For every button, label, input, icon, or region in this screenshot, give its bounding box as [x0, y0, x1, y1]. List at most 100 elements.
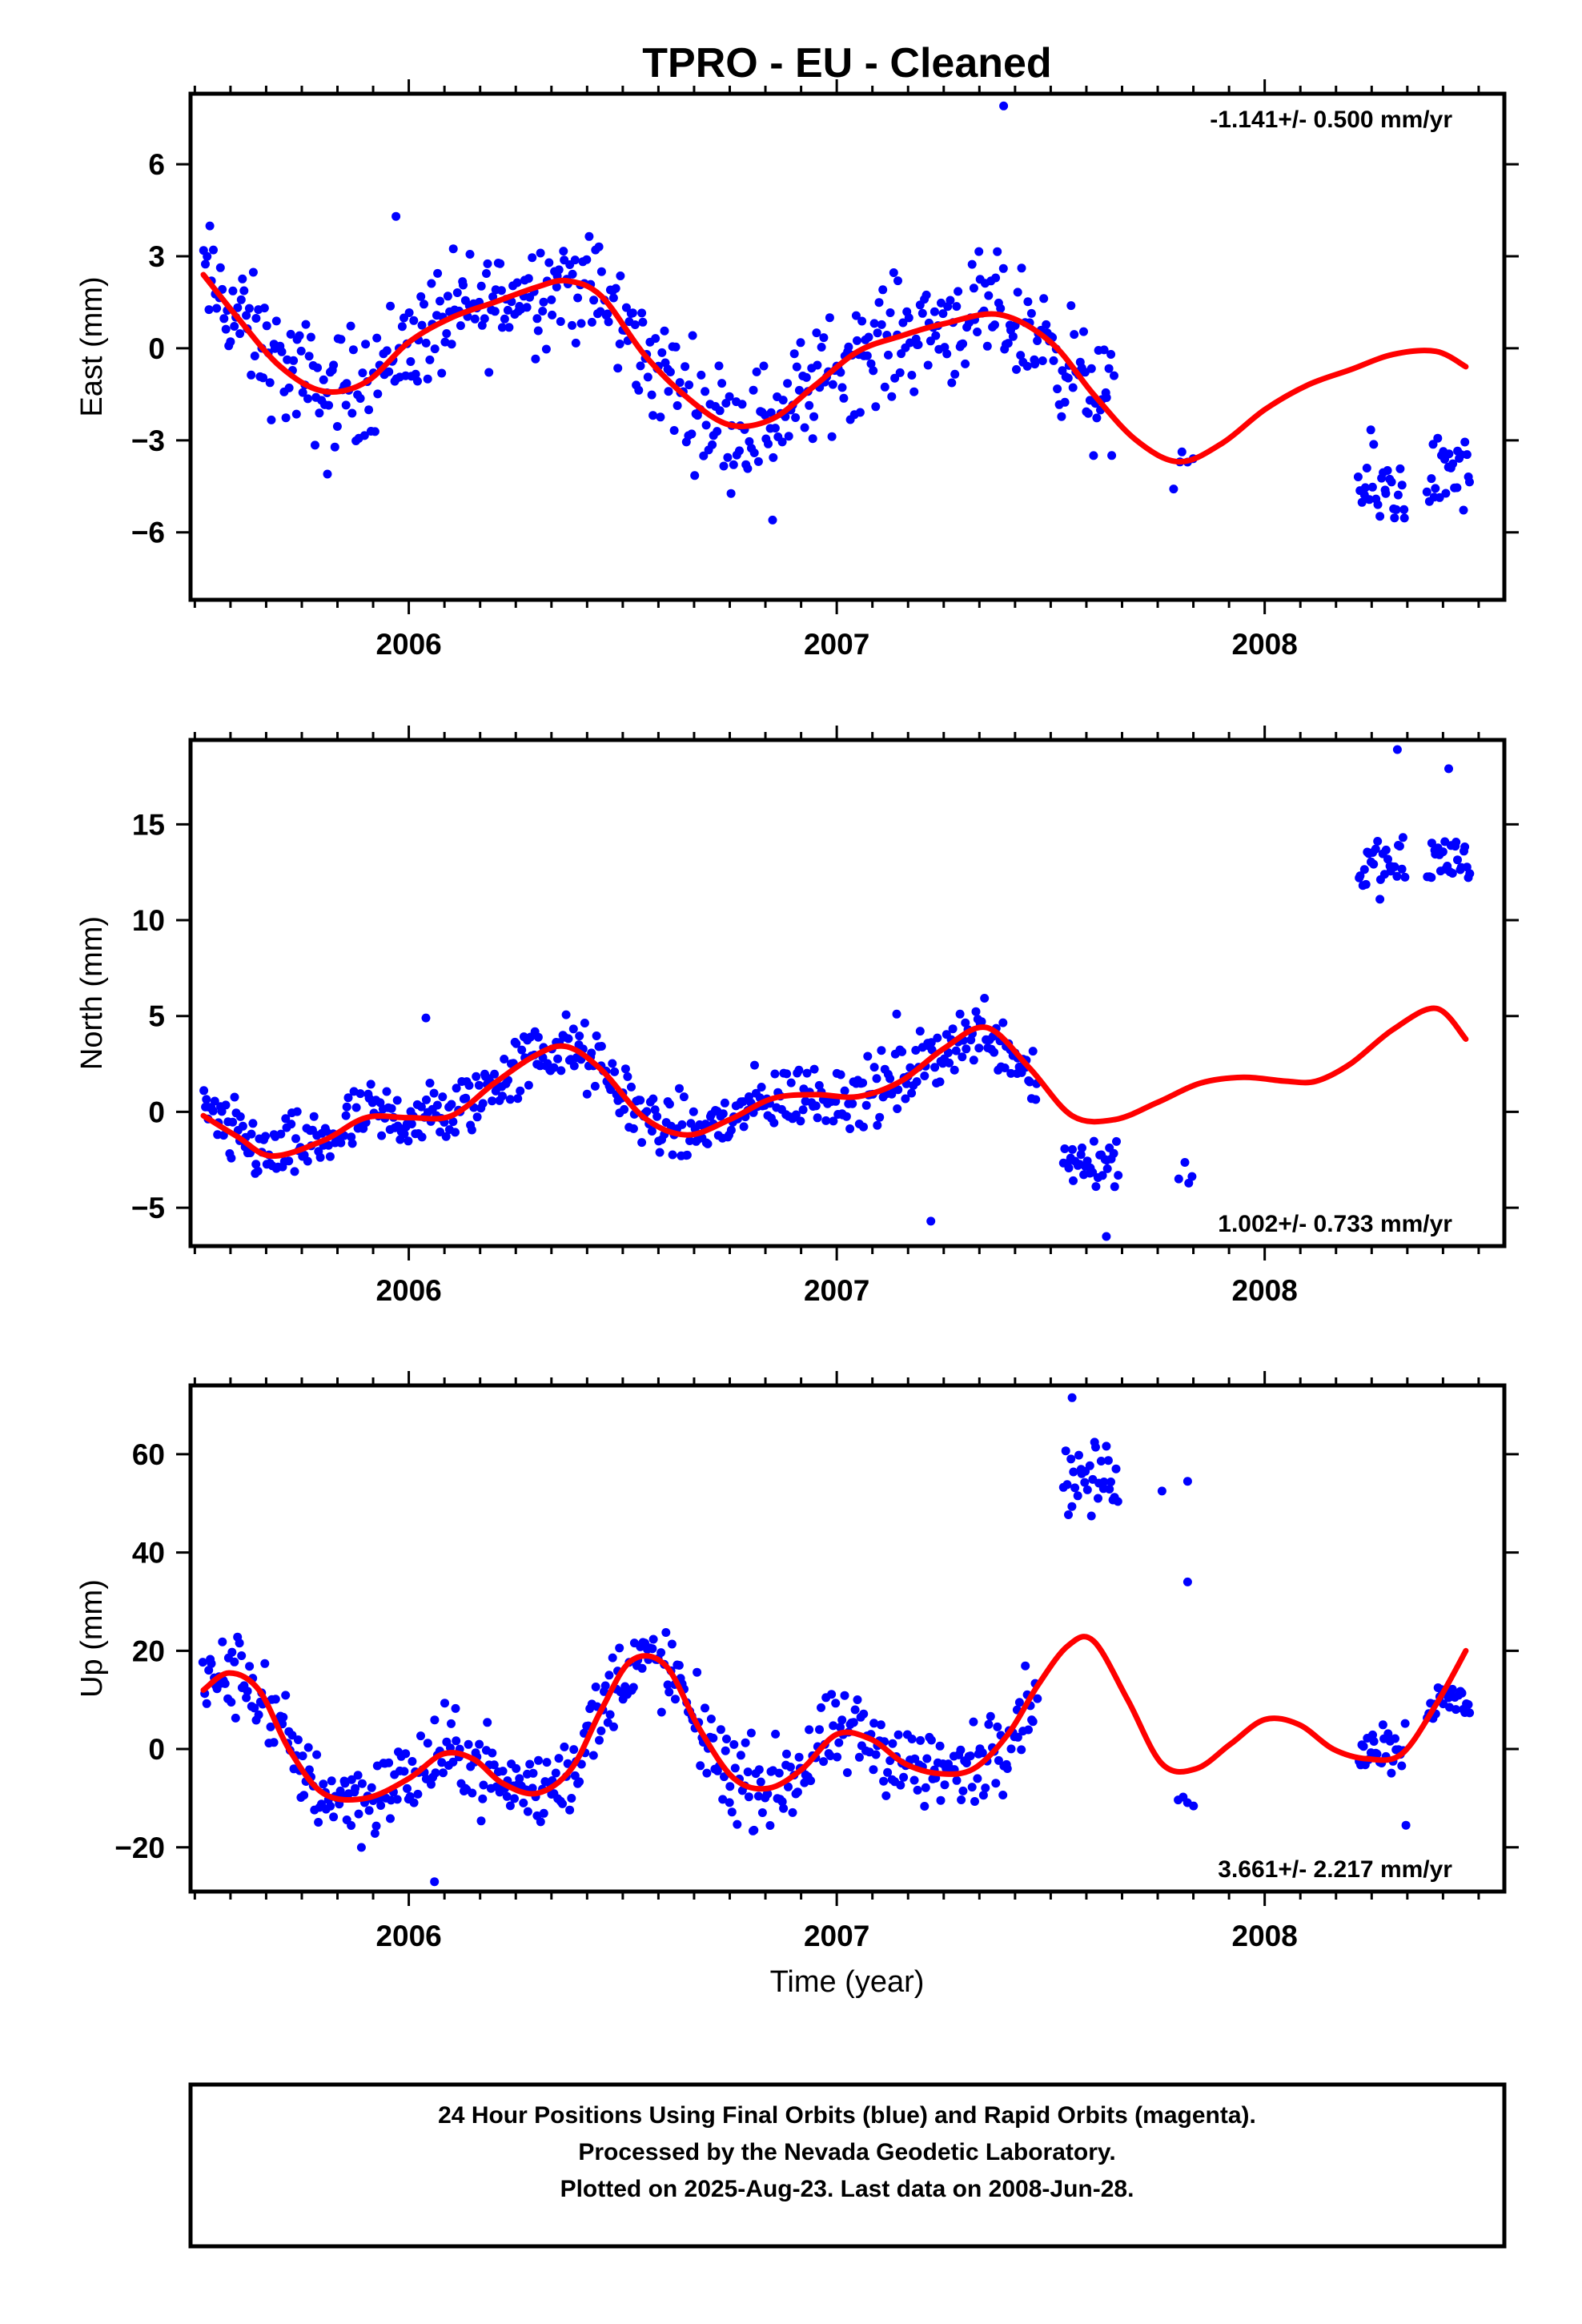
north-point	[1069, 1176, 1078, 1185]
north-point	[432, 1100, 442, 1110]
north-point	[309, 1112, 319, 1121]
north-point	[701, 1120, 710, 1129]
east-point	[589, 296, 599, 305]
up-point	[515, 1774, 524, 1783]
up-point	[661, 1628, 671, 1637]
east-point	[828, 380, 837, 389]
east-point	[205, 221, 215, 231]
north-panel: 2006 2007 2008 −5 0 5 10 15 North (mm) 1.002+/- 0…	[75, 726, 1519, 1307]
north-point	[422, 1095, 431, 1104]
north-point	[930, 1063, 940, 1072]
east-point	[421, 338, 431, 348]
north-point	[1392, 871, 1402, 881]
east-point	[417, 320, 427, 330]
up-y-tick-label: 40	[132, 1537, 165, 1570]
east-point	[836, 368, 845, 377]
up-point	[510, 1794, 519, 1803]
east-point	[990, 320, 999, 330]
up-y-tick-label: 20	[132, 1634, 165, 1667]
east-point	[1017, 263, 1026, 273]
up-point	[757, 1808, 767, 1817]
east-point	[996, 304, 1006, 313]
up-point	[753, 1791, 763, 1801]
north-point	[1375, 895, 1385, 904]
north-point	[429, 1088, 439, 1098]
east-point	[247, 370, 256, 380]
east-point	[671, 342, 681, 352]
north-point	[1000, 1063, 1010, 1072]
east-point	[436, 296, 444, 306]
east-point	[819, 333, 829, 343]
east-panel: 2006 2007 2008 −6 −3 0 3 6 East (mm) -1.141+/- 0.…	[75, 79, 1519, 661]
north-point	[416, 1102, 426, 1112]
north-point	[387, 1104, 396, 1113]
east-point	[459, 280, 468, 290]
east-point	[448, 244, 458, 254]
east-point	[721, 399, 731, 408]
north-point	[650, 1105, 660, 1115]
up-point	[588, 1751, 598, 1760]
north-point	[382, 1087, 391, 1096]
north-point	[665, 1100, 674, 1109]
up-point	[665, 1687, 674, 1697]
east-point	[477, 320, 487, 330]
up-point	[805, 1725, 814, 1735]
east-point	[544, 258, 554, 267]
east-point	[496, 286, 506, 296]
north-y-tick-label: 15	[132, 808, 165, 841]
east-point	[1369, 440, 1379, 449]
north-point	[291, 1134, 300, 1144]
up-point	[220, 1679, 230, 1688]
east-point	[813, 360, 822, 370]
east-point	[239, 286, 249, 296]
up-point	[817, 1703, 825, 1712]
east-point	[413, 376, 422, 386]
north-point	[1453, 855, 1462, 865]
east-y-tick-label: 0	[148, 332, 165, 365]
east-point	[532, 314, 542, 324]
up-point	[1080, 1478, 1090, 1487]
east-point	[665, 368, 675, 376]
east-point	[825, 313, 834, 323]
up-point	[840, 1691, 849, 1700]
east-point	[791, 413, 801, 422]
east-point	[737, 400, 747, 409]
up-point	[600, 1681, 610, 1691]
up-point	[952, 1775, 962, 1785]
up-point	[727, 1807, 737, 1817]
east-point	[1038, 356, 1047, 365]
north-x-tick-label: 2007	[804, 1274, 869, 1307]
up-point	[871, 1750, 881, 1759]
up-point	[558, 1799, 567, 1808]
up-point	[994, 1755, 1003, 1765]
north-point	[284, 1156, 294, 1166]
up-point	[1189, 1801, 1199, 1811]
north-point	[341, 1111, 351, 1120]
footer-box	[188, 2082, 1507, 2249]
up-point	[505, 1801, 515, 1811]
east-point	[998, 263, 1008, 273]
up-y-tick-label: −20	[114, 1831, 165, 1864]
east-point	[1033, 336, 1042, 345]
north-rate-annotation: 1.002+/- 0.733 mm/yr	[1218, 1211, 1452, 1237]
north-point	[417, 1132, 427, 1142]
north-point	[1180, 1158, 1190, 1167]
north-point	[217, 1107, 227, 1116]
up-point	[569, 1745, 579, 1755]
up-point	[575, 1777, 584, 1787]
east-point	[209, 245, 218, 255]
north-point	[290, 1167, 299, 1176]
up-point	[693, 1667, 702, 1677]
east-point	[685, 380, 694, 390]
up-point	[464, 1739, 473, 1749]
north-point	[892, 1009, 901, 1019]
up-point	[827, 1690, 837, 1699]
up-point	[403, 1783, 412, 1793]
east-point	[869, 366, 878, 376]
east-point	[1023, 297, 1033, 307]
up-point	[386, 1814, 395, 1823]
up-point	[788, 1807, 797, 1817]
east-point	[1022, 361, 1032, 371]
up-point	[595, 1735, 604, 1745]
east-point	[950, 369, 960, 379]
